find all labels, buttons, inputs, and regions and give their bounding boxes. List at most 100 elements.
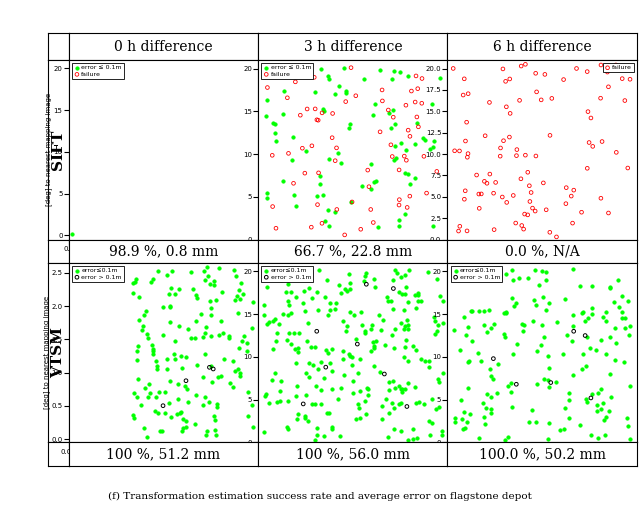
failure (262, 83, 273, 92)
error≤0.1m (394, 288, 404, 296)
error≤0.1m (324, 409, 335, 417)
failure (479, 177, 490, 185)
error≤0.1m (172, 395, 182, 403)
error≤0.1m (333, 394, 344, 403)
failure (405, 132, 415, 140)
error≤0.1m (508, 350, 518, 358)
error≤0.1m (282, 266, 292, 274)
error≤0.1m (387, 399, 397, 407)
error≤0.1m (562, 331, 572, 339)
error≤0.1m (593, 389, 603, 397)
error≤0.1m (207, 378, 217, 386)
error≤0.1m (342, 322, 352, 330)
error≤0.1m (466, 307, 476, 315)
error≤0.1m (128, 289, 138, 297)
error≤0.1m (142, 330, 152, 338)
failure (463, 90, 474, 98)
error≤0.1m (551, 378, 561, 386)
error > 0.1m (388, 285, 399, 293)
error≤0.1m (400, 343, 410, 351)
error≤0.1m (312, 424, 322, 432)
failure (410, 98, 420, 106)
failure (377, 97, 387, 105)
error≤0.1m (248, 298, 258, 306)
failure (284, 149, 294, 157)
error≤0.1m (568, 322, 578, 330)
error≤0.1m (501, 308, 511, 317)
error≤0.1m (161, 271, 172, 279)
failure (330, 157, 340, 165)
error≤0.1m (604, 407, 614, 415)
failure (332, 206, 342, 214)
error≤0.1m (369, 342, 380, 350)
error≤0.1m (376, 326, 387, 334)
error≤0.1m (582, 333, 592, 341)
failure (328, 109, 338, 118)
error ≤ 0.1m (341, 89, 351, 97)
error≤0.1m (278, 310, 289, 319)
error≤0.1m (544, 418, 554, 427)
error ≤ 0.1m (271, 137, 281, 145)
error≤0.1m (348, 377, 358, 385)
failure (526, 188, 536, 196)
error≤0.1m (416, 297, 426, 305)
error ≤ 0.1m (262, 72, 273, 80)
error≤0.1m (312, 431, 322, 439)
error≤0.1m (165, 303, 175, 312)
error ≤ 0.1m (403, 170, 413, 178)
error≤0.1m (293, 410, 303, 418)
error≤0.1m (323, 311, 333, 319)
error≤0.1m (596, 385, 606, 393)
error ≤ 0.1m (262, 96, 272, 104)
error≤0.1m (196, 310, 206, 318)
error≤0.1m (172, 410, 182, 418)
error≤0.1m (386, 296, 396, 304)
error ≤ 0.1m (336, 159, 346, 167)
error≤0.1m (259, 301, 269, 309)
error≤0.1m (136, 401, 146, 409)
error≤0.1m (168, 350, 179, 358)
error≤0.1m (284, 311, 294, 319)
error≤0.1m (166, 285, 177, 293)
failure (364, 183, 374, 191)
error≤0.1m (512, 341, 522, 349)
failure (525, 197, 535, 206)
error≤0.1m (140, 384, 150, 392)
failure (545, 228, 555, 236)
error≤0.1m (303, 284, 314, 292)
failure (454, 147, 465, 155)
error≤0.1m (175, 408, 186, 416)
failure (511, 152, 522, 160)
error≤0.1m (586, 431, 596, 439)
error≤0.1m (493, 360, 504, 368)
failure (332, 144, 342, 152)
error≤0.1m (146, 278, 156, 286)
error ≤ 0.1m (386, 124, 396, 132)
Text: 0 h difference: 0 h difference (114, 40, 213, 53)
error≤0.1m (214, 331, 224, 340)
error≤0.1m (591, 346, 601, 354)
error≤0.1m (403, 436, 413, 444)
error > 0.1m (586, 394, 596, 402)
error≤0.1m (431, 405, 441, 413)
error≤0.1m (320, 293, 330, 301)
error≤0.1m (160, 409, 170, 417)
error≤0.1m (583, 314, 593, 322)
error≤0.1m (324, 359, 335, 367)
error≤0.1m (206, 332, 216, 340)
failure (604, 209, 614, 217)
error≤0.1m (154, 409, 164, 417)
Legend: failure: failure (602, 63, 634, 72)
error≤0.1m (577, 308, 588, 317)
failure (520, 210, 530, 218)
error≤0.1m (577, 365, 588, 374)
failure (597, 137, 607, 146)
error≤0.1m (307, 400, 317, 408)
error≤0.1m (437, 319, 447, 327)
error≤0.1m (605, 333, 615, 341)
error≤0.1m (599, 416, 609, 425)
error≤0.1m (543, 351, 553, 359)
failure (530, 207, 540, 215)
error≤0.1m (502, 433, 513, 441)
error ≤ 0.1m (67, 230, 77, 238)
